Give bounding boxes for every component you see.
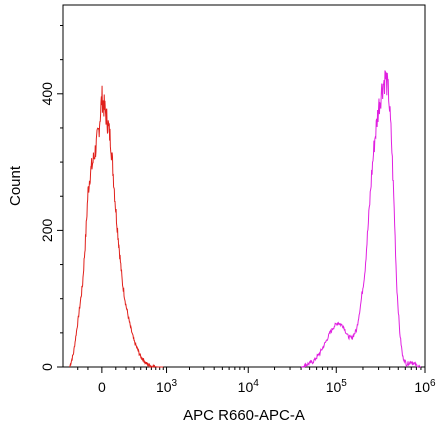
y-axis-label: Count [7, 165, 24, 206]
y-axis-ticks: 0 200 400 [39, 24, 63, 371]
x-tick-label: 0 [98, 379, 106, 395]
y-tick-label: 400 [39, 82, 55, 106]
x-tick-label: 106 [414, 378, 436, 395]
x-axis-label: APC R660-APC-A [183, 407, 305, 424]
x-tick-label: 105 [326, 378, 348, 395]
y-tick-label: 0 [39, 363, 55, 371]
x-axis-ticks: 0 103 104 105 106 [77, 367, 436, 395]
histogram-series-line [69, 85, 164, 368]
x-tick-label: 103 [156, 378, 178, 395]
histogram-series-line [300, 70, 422, 368]
histogram-series [69, 70, 422, 368]
y-tick-label: 200 [39, 219, 55, 243]
x-tick-label: 104 [238, 378, 260, 395]
